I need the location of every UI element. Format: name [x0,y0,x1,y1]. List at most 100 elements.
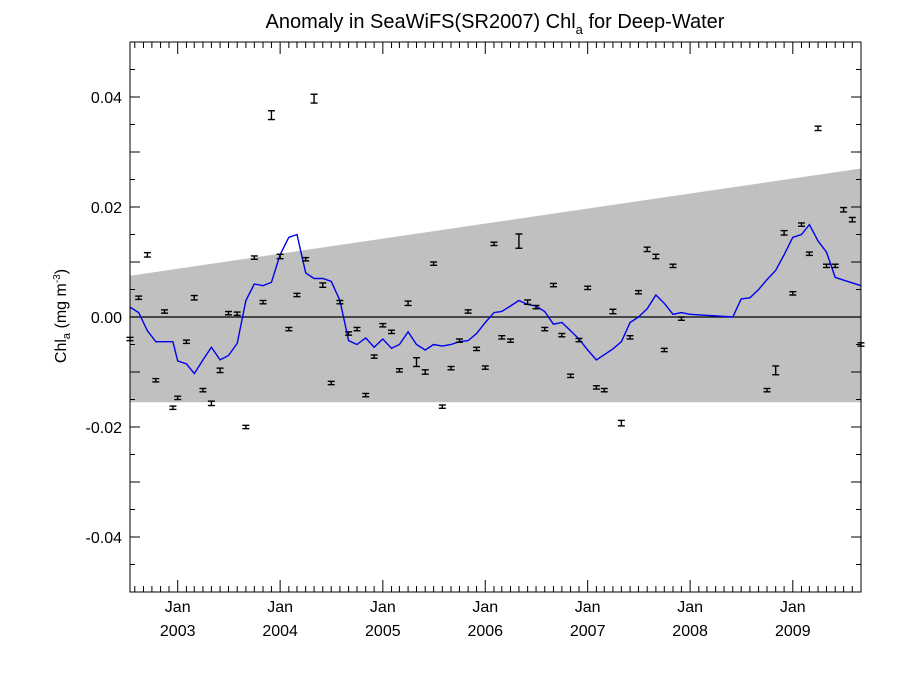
data-point [600,387,608,393]
data-point [464,309,472,314]
data-point [190,294,198,301]
data-point [575,337,583,343]
x-tick-label-month: Jan [472,599,498,616]
data-point [814,125,822,132]
data-point [345,331,353,336]
data-point [652,253,660,260]
y-axis-label-close: ) [53,269,70,274]
y-tick-label: 0.04 [91,90,122,107]
data-point [848,216,856,223]
data-point [404,300,412,307]
x-tick-label-year: 2007 [570,623,606,640]
data-point [379,322,387,328]
data-point [362,392,370,398]
chart-title: Anomaly in SeaWiFS(SR2007) Chla for Deep… [266,11,725,37]
data-point [798,222,806,227]
data-point [789,291,797,296]
data-point [438,404,446,409]
data-point [250,255,258,260]
data-point [524,299,532,306]
data-point [242,424,250,430]
data-point [395,368,403,373]
data-point [558,332,566,338]
y-tick-label: -0.02 [86,420,123,437]
data-point [481,365,489,370]
data-point [498,335,506,340]
x-tick-label-year: 2003 [160,623,196,640]
data-point [182,339,190,345]
data-point [302,256,310,262]
data-point [152,377,160,383]
x-tick-label-year: 2008 [672,623,708,640]
x-tick-label-month: Jan [370,599,396,616]
data-point [567,373,575,379]
x-tick-label-month: Jan [677,599,703,616]
data-point [643,246,651,253]
data-point [455,338,463,343]
data-point [267,110,275,121]
data-point [515,233,523,249]
data-point [174,395,182,401]
data-point [772,365,780,376]
data-point [327,380,335,386]
data-point [822,263,830,269]
data-point [626,335,634,340]
data-point [541,326,549,332]
x-tick-label-year: 2005 [365,623,401,640]
data-point [617,419,625,427]
data-point [677,316,685,321]
data-point [199,387,207,393]
data-point [473,346,481,352]
x-tick-label-month: Jan [267,599,293,616]
data-point [216,367,224,374]
data-point [660,347,668,353]
data-point [549,282,557,288]
data-point [634,289,642,295]
data-point [135,295,143,301]
data-point [447,365,455,371]
data-point [584,285,592,291]
x-tick-label-year: 2006 [467,623,503,640]
data-point [490,241,498,247]
data-point [532,304,540,310]
y-tick-label: -0.04 [86,530,123,547]
data-point [310,93,318,104]
y-axis-label: Chla (mg m-3) [52,269,73,363]
chart-title-subscript: a [576,22,584,37]
plot-area: 0.04 0.02 0.00 -0.02 -0.04 Jan 2003 Jan 2004 Jan 2… [86,41,865,640]
y-tick-label: 0.02 [91,200,122,217]
x-tick-label-month: Jan [575,599,601,616]
data-point [169,405,177,411]
data-point [592,385,600,390]
y-axis-label-exponent: -3 [52,274,63,283]
data-point [421,369,429,375]
data-point [507,338,515,343]
data-point [609,308,617,315]
x-tick-label-month: Jan [780,599,806,616]
data-point [370,354,378,359]
data-point [413,357,421,368]
data-point [259,299,267,305]
data-point [233,311,241,317]
x-tick-label-month: Jan [165,599,191,616]
y-axis-label-subscript: a [61,332,73,339]
data-point [763,387,771,393]
data-point [336,299,344,305]
data-point [669,263,677,269]
smoothed-series-line [129,223,862,375]
data-point [831,263,839,269]
data-point [388,329,396,335]
data-point [353,326,361,332]
y-axis-label-units: (mg m [53,283,70,333]
chart-title-suffix: for Deep-Water [583,11,725,33]
x-tick-label-year: 2004 [262,623,298,640]
data-point [805,251,813,257]
data-point [285,326,293,332]
data-point [840,206,848,213]
data-point [430,261,438,266]
data-point [276,253,284,260]
data-point [319,282,327,288]
data-point [143,251,151,258]
data-point [224,310,232,316]
